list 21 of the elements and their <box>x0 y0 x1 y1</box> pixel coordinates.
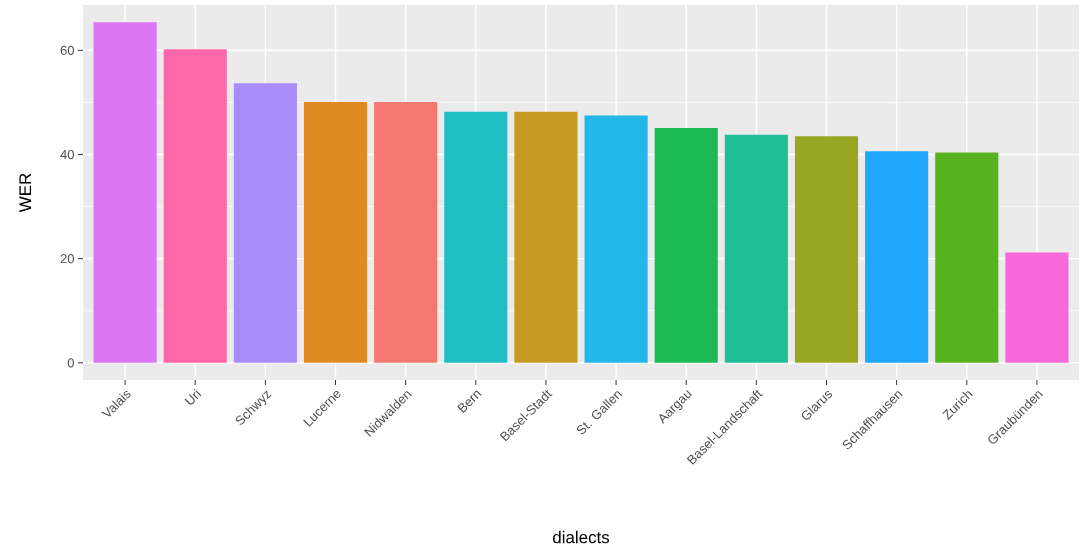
bar <box>163 49 227 363</box>
x-tick-label: Uri <box>184 388 202 405</box>
bar <box>303 101 368 363</box>
y-axis-title: WER <box>19 173 32 213</box>
bar <box>865 151 929 363</box>
bar <box>233 83 297 363</box>
bar <box>935 152 999 363</box>
bar <box>654 127 718 363</box>
x-axis-title: dialects <box>553 530 610 544</box>
y-tick-label: 60 <box>60 45 74 55</box>
bar <box>514 111 578 363</box>
bar <box>444 111 508 363</box>
bar <box>1005 252 1069 363</box>
y-tick-label: 0 <box>67 358 74 368</box>
bar <box>93 22 157 363</box>
y-tick-label: 20 <box>60 254 74 264</box>
bar <box>584 115 648 363</box>
bar <box>724 134 788 363</box>
bar <box>794 136 859 363</box>
bar <box>374 101 438 363</box>
y-tick-label: 40 <box>60 149 74 160</box>
